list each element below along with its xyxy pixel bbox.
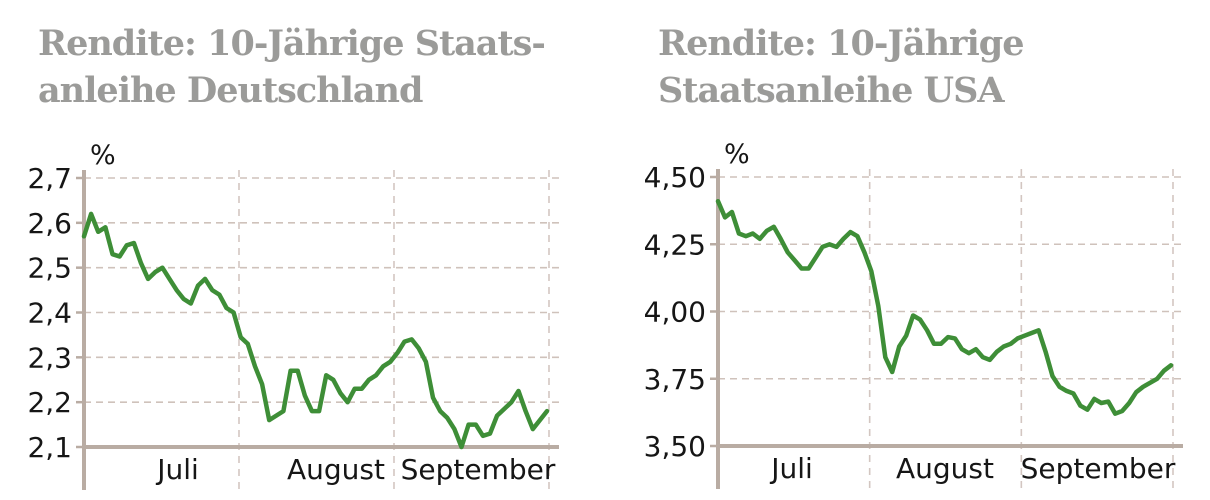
x-month-label: September: [401, 453, 556, 486]
y-tick-label: 4,00: [644, 296, 706, 329]
series-line-usa: [715, 198, 1174, 416]
chart-usa: 4,50 4,25 4,00 3,75 3,50% Juli August September: [644, 139, 1185, 489]
title-line-1: Rendite: 10-Jährige: [658, 23, 1025, 64]
x-month-label: Juli: [769, 452, 813, 485]
x-month-label: August: [896, 452, 994, 485]
y-tick-label: 2,1: [27, 431, 72, 464]
x-month-label: September: [1021, 452, 1176, 485]
title-line-2: Staatsanleihe USA: [658, 70, 1005, 111]
chart-title-germany: Rendite: 10-Jährige Staats- anleihe Deut…: [38, 20, 546, 114]
y-tick-label: 2,7: [27, 162, 72, 195]
y-tick-label: 4,25: [644, 228, 706, 261]
chart-germany: 2,7 2,6 2,5 2,4 2,3 2,2 2,1% Juli August Septembe…: [27, 140, 561, 490]
series-line-germany: [81, 211, 550, 450]
y-tick-label: 3,50: [644, 430, 706, 463]
y-tick-label: 2,2: [27, 386, 72, 419]
x-month-label: August: [287, 453, 385, 486]
y-tick-label: 2,6: [27, 207, 72, 240]
y-tick-label: 2,4: [27, 297, 72, 330]
chart-title-usa: Rendite: 10-Jährige Staatsanleihe USA: [658, 20, 1025, 114]
title-line-1: Rendite: 10-Jährige Staats-: [38, 23, 546, 64]
y-tick-label: 4,50: [644, 161, 706, 194]
title-line-2: anleihe Deutschland: [38, 70, 423, 111]
y-tick-label: 2,3: [27, 341, 72, 374]
y-tick-label: 3,75: [644, 363, 706, 396]
unit-label: %: [90, 140, 116, 171]
unit-label: %: [724, 139, 750, 170]
x-month-label: Juli: [155, 453, 199, 486]
y-tick-label: 2,5: [27, 252, 72, 285]
